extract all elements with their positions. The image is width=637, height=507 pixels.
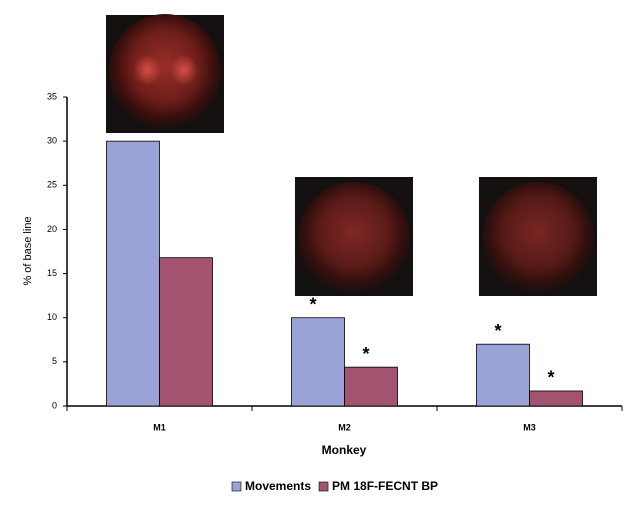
significance-mark: * (309, 294, 316, 314)
bar (529, 390, 583, 407)
bar (159, 257, 213, 407)
significance-mark: * (494, 321, 501, 341)
y-tick-label: 35 (47, 91, 57, 101)
bar (344, 366, 398, 407)
y-tick-label: 25 (47, 180, 57, 190)
y-axis-label: % of base line (22, 216, 34, 285)
brain-scan (295, 177, 413, 296)
legend-label: PM 18F-FECNT BP (332, 479, 438, 493)
legend-swatch (318, 481, 329, 492)
y-tick-label: 5 (52, 356, 57, 366)
y-tick-label: 15 (47, 268, 57, 278)
significance-mark: * (362, 344, 369, 364)
significance-mark: * (547, 368, 554, 388)
bar (476, 343, 530, 407)
x-tick-label: M3 (523, 422, 536, 432)
brain-scan (106, 14, 224, 133)
x-tick-label: M2 (338, 422, 351, 432)
legend-swatch (231, 481, 242, 492)
x-tick-label: M1 (153, 422, 166, 432)
legend-label: Movements (245, 479, 311, 493)
y-tick-label: 30 (47, 136, 57, 146)
y-tick-label: 20 (47, 224, 57, 234)
bar (106, 140, 160, 407)
x-axis-label: Monkey (322, 443, 367, 457)
y-tick-label: 10 (47, 312, 57, 322)
bar (291, 317, 345, 407)
brain-scan (479, 177, 597, 296)
y-tick-label: 0 (52, 400, 57, 410)
